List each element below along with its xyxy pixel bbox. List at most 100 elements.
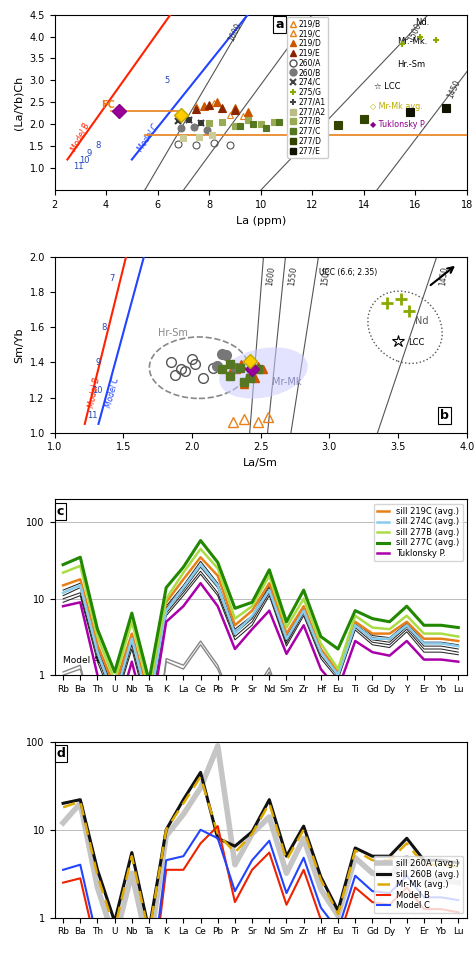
sill 260A (avg.): [266, 811, 272, 822]
Tuklonsky P.: [352, 635, 358, 647]
sill 260B (avg.): [129, 847, 135, 858]
Model B: [77, 873, 83, 885]
sill 274C (avg.): [164, 605, 169, 617]
Text: 8: 8: [95, 141, 100, 150]
Tuklonsky P.: [60, 600, 66, 612]
Model B: [60, 877, 66, 888]
sill 260B (avg.): [266, 794, 272, 806]
sill 274C (avg.): [146, 700, 152, 712]
Line: sill 219C (avg.): sill 219C (avg.): [63, 557, 458, 698]
Tuklonsky P.: [283, 648, 289, 659]
sill 274C (avg.): [215, 580, 220, 591]
sill 274C (avg.): [301, 605, 307, 617]
sill 277B (avg.): [181, 567, 186, 579]
Mr-Mk (avg.): [421, 859, 427, 871]
sill 260B (avg.): [77, 794, 83, 806]
Line: Model C: Model C: [63, 830, 458, 971]
Tuklonsky P.: [266, 605, 272, 617]
Mr-Mk (avg.): [164, 824, 169, 836]
sill 260A (avg.): [249, 828, 255, 840]
sill 260B (avg.): [335, 905, 341, 917]
Model C: [198, 824, 203, 836]
sill 277C (avg.): [181, 561, 186, 573]
Text: Model C: Model C: [104, 377, 121, 409]
sill 219C (avg.): [232, 619, 238, 631]
sill 274C (avg.): [232, 628, 238, 640]
Text: Mr-Mk: Mr-Mk: [272, 378, 301, 387]
Mr-Mk (avg.): [370, 854, 375, 866]
Mr-Mk (avg.): [387, 854, 392, 866]
Tuklonsky P.: [421, 653, 427, 665]
Text: 10: 10: [79, 156, 90, 165]
sill 219C (avg.): [387, 628, 392, 640]
Model C: [283, 887, 289, 899]
X-axis label: La/Sm: La/Sm: [243, 458, 278, 468]
sill 219C (avg.): [146, 692, 152, 704]
Line: Mr-Mk (avg.): Mr-Mk (avg.): [63, 777, 458, 934]
Model B: [352, 882, 358, 893]
sill 219C (avg.): [181, 574, 186, 586]
Mr-Mk (avg.): [438, 859, 444, 871]
sill 274C (avg.): [77, 580, 83, 591]
Text: FC: FC: [286, 124, 301, 134]
sill 277C (avg.): [266, 564, 272, 576]
Text: 8: 8: [101, 322, 107, 332]
Mr-Mk (avg.): [112, 922, 118, 934]
Model B: [301, 864, 307, 876]
Model C: [438, 891, 444, 903]
Tuklonsky P.: [77, 596, 83, 608]
sill 219C (avg.): [112, 681, 118, 692]
Text: ◇ Mr-Mk avg.: ◇ Mr-Mk avg.: [370, 102, 423, 112]
sill 277B (avg.): [438, 628, 444, 640]
Tuklonsky P.: [301, 619, 307, 631]
sill 277B (avg.): [60, 567, 66, 579]
sill 260B (avg.): [95, 864, 100, 876]
sill 260B (avg.): [318, 871, 324, 883]
sill 274C (avg.): [421, 638, 427, 650]
sill 277C (avg.): [164, 582, 169, 593]
sill 274C (avg.): [112, 692, 118, 704]
Tuklonsky P.: [404, 635, 410, 647]
Ellipse shape: [219, 348, 308, 398]
sill 219C (avg.): [335, 666, 341, 678]
Line: sill 277C (avg.): sill 277C (avg.): [63, 541, 458, 681]
sill 260A (avg.): [421, 874, 427, 886]
sill 260A (avg.): [404, 852, 410, 863]
Model B: [283, 899, 289, 911]
sill 260A (avg.): [164, 830, 169, 842]
sill 277B (avg.): [421, 628, 427, 640]
sill 277C (avg.): [438, 619, 444, 631]
sill 277C (avg.): [129, 607, 135, 619]
Text: 1500: 1500: [407, 21, 423, 43]
Line: Tuklonsky P.: Tuklonsky P.: [63, 584, 458, 728]
Line: sill 260A (avg.): sill 260A (avg.): [63, 746, 458, 951]
Tuklonsky P.: [198, 578, 203, 589]
Text: d: d: [56, 747, 65, 760]
Model C: [249, 854, 255, 866]
Mr-Mk (avg.): [95, 870, 100, 882]
sill 277B (avg.): [215, 562, 220, 574]
sill 260B (avg.): [421, 854, 427, 866]
Mr-Mk (avg.): [404, 838, 410, 850]
sill 274C (avg.): [370, 633, 375, 645]
Mr-Mk (avg.): [249, 828, 255, 840]
Model B: [95, 947, 100, 958]
sill 274C (avg.): [60, 586, 66, 598]
sill 260B (avg.): [181, 794, 186, 806]
sill 274C (avg.): [404, 619, 410, 631]
sill 260A (avg.): [438, 874, 444, 886]
sill 274C (avg.): [198, 559, 203, 571]
Text: 1600: 1600: [265, 266, 276, 286]
sill 277C (avg.): [60, 559, 66, 571]
sill 260A (avg.): [95, 882, 100, 893]
Model B: [318, 914, 324, 925]
sill 274C (avg.): [283, 633, 289, 645]
sill 260B (avg.): [404, 832, 410, 844]
Model C: [181, 851, 186, 862]
sill 277B (avg.): [318, 638, 324, 650]
sill 277C (avg.): [456, 621, 461, 633]
sill 260A (avg.): [456, 877, 461, 888]
X-axis label: La (ppm): La (ppm): [236, 216, 286, 225]
Text: c: c: [56, 505, 64, 518]
Mr-Mk (avg.): [181, 797, 186, 809]
